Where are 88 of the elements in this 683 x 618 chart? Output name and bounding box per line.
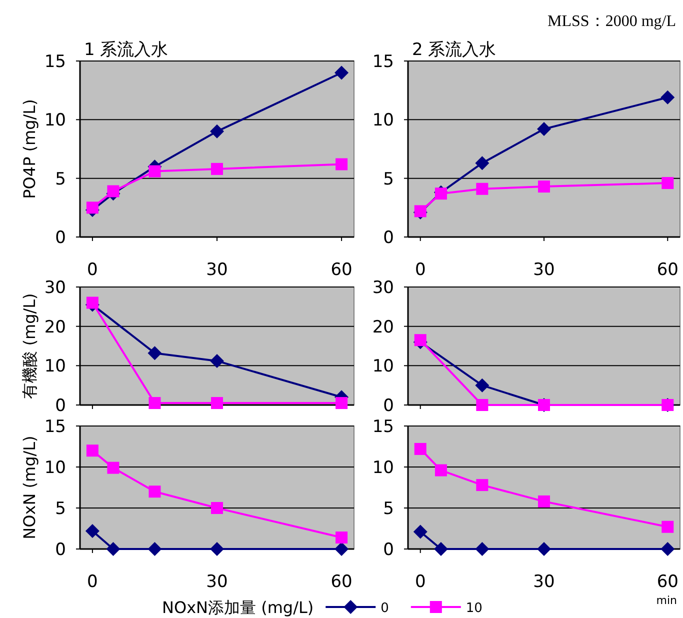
point [86, 202, 98, 214]
point [413, 524, 428, 539]
point [475, 378, 490, 392]
y-tick-label: 10 [44, 356, 66, 377]
x-tick-label: 60 [330, 572, 352, 592]
point [106, 542, 120, 556]
point [336, 532, 348, 544]
point [148, 165, 161, 178]
point [538, 495, 550, 508]
x-tick-label: 0 [414, 572, 426, 592]
y-tick-label: 20 [372, 317, 394, 338]
point [334, 66, 349, 80]
y-axis-title: PO4P (mg/L) [20, 99, 39, 199]
legend-title: NOxN添加量 (mg/L) [162, 598, 314, 617]
y-tick-label: 30 [44, 278, 66, 298]
point [414, 334, 426, 346]
y-axis-title: 有機酸 (mg/L) [20, 293, 39, 399]
x-tick-label: 60 [656, 572, 678, 592]
point [475, 156, 490, 170]
x-tick-label: 30 [206, 572, 228, 592]
point [476, 479, 488, 492]
point [336, 397, 348, 410]
point [211, 502, 223, 514]
y-tick-label: 5 [383, 169, 394, 190]
y-tick-label: 10 [372, 110, 394, 131]
x-tick-label: 60 [330, 260, 352, 280]
y-tick-label: 15 [372, 417, 394, 437]
point [662, 520, 674, 533]
text: MLSS：2000 mg/L [548, 13, 676, 30]
y-axis-title: NOxN (mg/L) [20, 436, 39, 540]
point [538, 180, 550, 193]
point [537, 542, 551, 556]
point [148, 397, 161, 410]
point [476, 399, 488, 411]
point [86, 296, 98, 309]
point [148, 486, 161, 498]
chart-title: 2 系流入水 [412, 40, 496, 60]
y-tick-label: 30 [372, 278, 394, 298]
point [336, 158, 348, 170]
y-tick-label: 5 [383, 499, 394, 519]
y-tick-label: 15 [372, 52, 394, 72]
y-tick-label: 5 [55, 499, 66, 519]
y-tick-label: 0 [55, 228, 66, 248]
point [148, 542, 162, 556]
point [210, 124, 224, 138]
point [537, 122, 551, 136]
point [660, 542, 675, 556]
y-tick-label: 15 [44, 417, 66, 437]
point [662, 177, 674, 190]
y-tick-label: 0 [383, 228, 394, 248]
point [434, 464, 447, 476]
chart-title: 1 系流入水 [84, 40, 168, 60]
point [107, 185, 120, 198]
y-tick-label: 5 [55, 169, 66, 190]
y-tick-label: 10 [44, 458, 66, 478]
point [107, 462, 120, 474]
point [148, 346, 162, 360]
point [660, 90, 675, 104]
x-tick-label: 30 [533, 260, 555, 280]
y-tick-label: 20 [44, 317, 66, 338]
y-tick-label: 0 [383, 396, 394, 416]
point [476, 182, 488, 195]
y-tick-label: 10 [44, 110, 66, 131]
text: min [656, 594, 678, 607]
point [414, 442, 426, 455]
x-tick-label: 60 [656, 260, 678, 280]
y-tick-label: 0 [55, 540, 66, 560]
point [211, 162, 223, 175]
point [475, 542, 490, 556]
point [210, 542, 224, 556]
point [86, 444, 98, 457]
y-tick-label: 0 [55, 396, 66, 416]
x-tick-label: 0 [87, 572, 98, 592]
y-tick-label: 10 [372, 458, 394, 478]
x-tick-label: 0 [414, 260, 426, 280]
point [334, 542, 349, 556]
point [211, 397, 223, 410]
point [434, 542, 448, 556]
x-tick-label: 0 [87, 260, 98, 280]
x-tick-label: 30 [206, 260, 228, 280]
y-tick-label: 10 [372, 356, 394, 377]
point [210, 354, 224, 368]
point [85, 524, 100, 538]
legend-label: 10 [466, 601, 482, 616]
y-tick-label: 0 [383, 540, 394, 560]
point [434, 188, 447, 200]
y-tick-label: 15 [44, 52, 66, 72]
x-tick-label: 30 [533, 572, 555, 592]
